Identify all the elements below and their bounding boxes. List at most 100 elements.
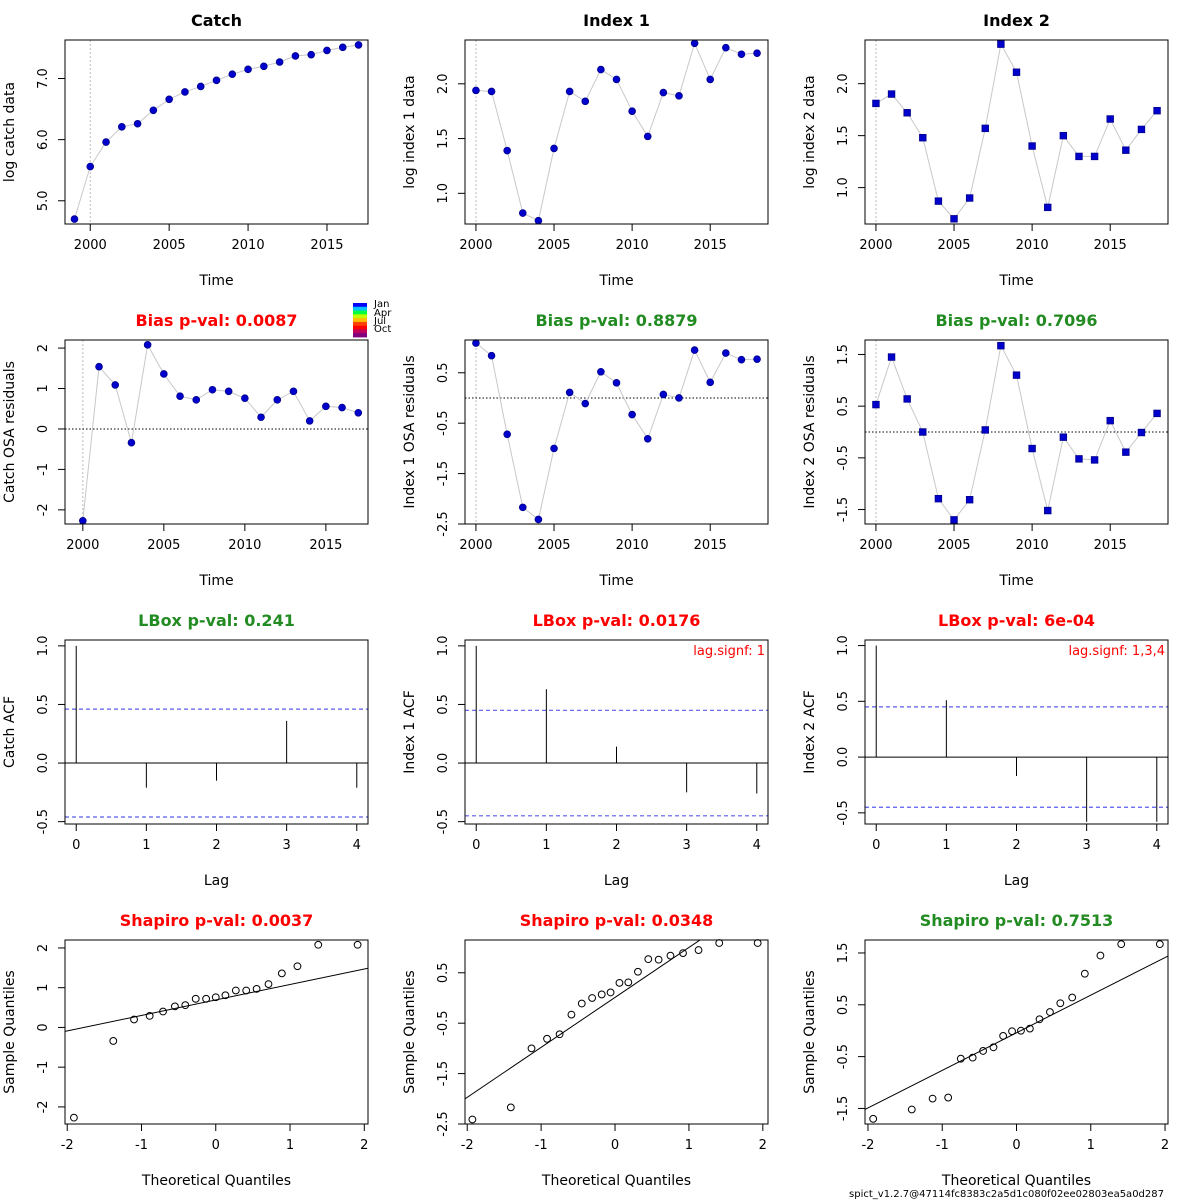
data-point <box>612 379 621 387</box>
data-point <box>109 1037 118 1045</box>
data-point <box>1035 1015 1044 1024</box>
x-tick-label: 2000 <box>459 538 492 553</box>
x-axis-label: Lag <box>204 873 229 889</box>
x-tick-label: -2 <box>461 1138 474 1153</box>
data-point <box>1046 1008 1054 1016</box>
data-point <box>534 216 543 225</box>
x-tick-label: 2005 <box>147 538 180 553</box>
plot-frame <box>64 639 369 825</box>
y-tick-label: -0.5 <box>436 809 451 834</box>
y-tick-label: 2 <box>36 944 51 952</box>
data-point <box>472 339 480 347</box>
data-point <box>555 1030 564 1039</box>
plot-area <box>65 645 368 818</box>
data-point <box>643 132 652 141</box>
data-point <box>1117 940 1126 949</box>
y-tick-label: 0.5 <box>436 362 451 383</box>
legend-swatch <box>353 310 367 315</box>
plot-area <box>865 955 1168 1110</box>
data-point <box>919 428 927 436</box>
y-axis-label: Index 1 OSA residuals <box>402 355 418 508</box>
data-point <box>872 99 880 108</box>
y-tick-label: 1.0 <box>436 183 451 204</box>
connecting-line <box>475 41 758 222</box>
y-axis-label: log index 1 data <box>402 75 418 188</box>
data-point <box>307 50 315 59</box>
x-tick-label: 2010 <box>1016 538 1049 553</box>
y-tick-label: -1.5 <box>436 1061 451 1086</box>
data-point <box>86 162 95 171</box>
data-point <box>1028 444 1036 453</box>
plot-frame <box>864 939 1169 1125</box>
data-point <box>550 444 558 453</box>
data-point <box>675 394 683 402</box>
x-tick-label: -1 <box>135 1138 148 1153</box>
y-tick-label: -1 <box>36 463 51 476</box>
data-point <box>275 58 284 66</box>
y-axis-label: Index 2 ACF <box>802 690 818 774</box>
data-point <box>999 1031 1008 1040</box>
data-point <box>872 400 880 409</box>
x-tick-label: 1 <box>1087 1138 1095 1153</box>
plot-frame <box>464 339 769 525</box>
x-tick-label: 2005 <box>937 238 970 253</box>
data-point <box>1090 456 1099 464</box>
x-tick-label: 3 <box>282 838 290 853</box>
data-point <box>241 394 249 403</box>
data-point <box>202 994 211 1003</box>
data-point <box>981 426 989 434</box>
data-point <box>565 87 574 96</box>
data-point <box>354 408 363 417</box>
legend-swatch <box>353 318 367 323</box>
data-point <box>314 940 323 949</box>
legend-swatch <box>353 329 367 334</box>
data-point <box>1075 455 1083 463</box>
connecting-line <box>73 44 359 220</box>
panel-title: Index 2 <box>983 11 1050 30</box>
y-tick-label: 1.0 <box>836 635 851 656</box>
data-point <box>145 1012 154 1020</box>
plot-frame <box>464 639 769 825</box>
data-point <box>934 494 943 503</box>
x-tick-label: 2000 <box>859 238 892 253</box>
x-tick-label: 1 <box>286 1138 294 1153</box>
data-point <box>1090 152 1099 161</box>
x-tick-label: 2000 <box>859 538 892 553</box>
panel-title: Shapiro p-val: 0.0348 <box>520 911 714 930</box>
plot-frame <box>464 39 769 225</box>
data-point <box>1075 152 1083 161</box>
data-point <box>997 341 1005 350</box>
y-tick-label: 0 <box>36 425 51 433</box>
data-point <box>260 62 268 71</box>
data-point <box>1080 969 1089 978</box>
data-point <box>1044 203 1052 212</box>
x-tick-label: 2 <box>612 838 620 853</box>
x-axis-label: Theoretical Quantiles <box>141 1173 291 1189</box>
panel-title: Bias p-val: 0.8879 <box>535 311 697 330</box>
panel-title: Bias p-val: 0.7096 <box>935 311 1097 330</box>
y-tick-label: 0.5 <box>836 396 851 417</box>
data-point <box>487 351 496 360</box>
y-axis-label: Sample Quantiles <box>402 970 418 1093</box>
legend-swatch <box>353 306 367 311</box>
data-point <box>577 999 586 1008</box>
y-tick-label: -0.5 <box>36 809 51 834</box>
data-point <box>722 349 730 357</box>
data-point <box>1106 416 1114 425</box>
x-axis-label: Time <box>598 273 633 289</box>
panel-index2-residuals: Bias p-val: 0.7096 Time Index 2 OSA residu… <box>802 311 1169 589</box>
x-axis-label: Time <box>198 573 233 589</box>
data-point <box>567 1010 576 1019</box>
data-point <box>1153 409 1161 418</box>
data-point <box>950 215 958 223</box>
plot-area <box>65 340 368 524</box>
data-point <box>277 969 286 978</box>
data-point <box>981 124 989 133</box>
data-point <box>715 939 724 947</box>
data-point <box>1153 106 1161 115</box>
data-point <box>228 70 237 79</box>
data-point <box>221 991 230 1000</box>
data-point <box>293 962 302 971</box>
data-point <box>1025 1024 1034 1033</box>
